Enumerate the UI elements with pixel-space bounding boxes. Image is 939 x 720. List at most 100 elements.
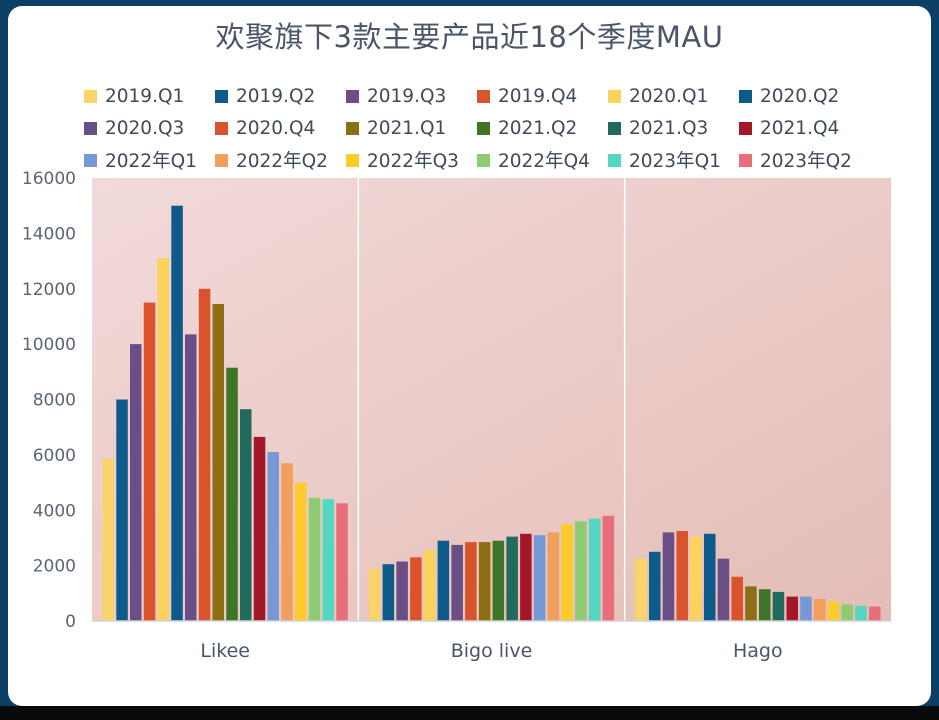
legend-label: 2019.Q2 <box>236 85 316 107</box>
legend-label: 2021.Q1 <box>367 117 447 139</box>
bar <box>506 536 518 621</box>
bar <box>520 533 532 621</box>
bar <box>800 596 812 621</box>
bar <box>437 540 450 621</box>
legend-item: 2022年Q2 <box>215 148 328 172</box>
legend-swatch <box>739 121 752 135</box>
y-tick-label: 16000 <box>22 169 76 189</box>
bar <box>855 605 867 621</box>
bar <box>690 536 702 621</box>
bar <box>465 542 477 621</box>
legend-label: 2021.Q2 <box>498 117 578 139</box>
bar <box>267 452 279 621</box>
bar <box>336 503 348 621</box>
bar <box>676 531 688 621</box>
legend-item: 2019.Q3 <box>346 84 446 108</box>
legend-item: 2022年Q4 <box>477 148 590 172</box>
legend-item: 2020.Q1 <box>608 84 708 108</box>
legend-label: 2020.Q1 <box>629 85 709 107</box>
y-tick-label: 0 <box>65 612 76 632</box>
legend-swatch <box>346 121 359 135</box>
bar <box>212 304 224 621</box>
bar <box>308 497 321 621</box>
bar <box>157 258 169 621</box>
legend-item: 2019.Q4 <box>477 84 577 108</box>
bar <box>533 535 546 621</box>
bar <box>662 532 675 621</box>
legend-swatch <box>739 89 752 103</box>
bar <box>281 463 293 621</box>
bar <box>841 604 853 621</box>
bar <box>130 344 142 621</box>
y-tick-label: 4000 <box>33 501 76 521</box>
legend-item: 2019.Q2 <box>215 84 315 108</box>
bar <box>745 586 757 621</box>
bottom-bar <box>0 706 939 720</box>
legend-swatch <box>477 89 490 103</box>
legend-swatch <box>215 153 228 167</box>
legend-label: 2020.Q2 <box>760 85 840 107</box>
x-category-label: Hago <box>733 640 783 662</box>
chart-title: 欢聚旗下3款主要产品近18个季度MAU <box>215 20 724 54</box>
bar <box>171 205 183 621</box>
bar <box>410 557 422 621</box>
legend-label: 2022年Q4 <box>498 151 590 172</box>
legend-item: 2023年Q2 <box>739 148 852 172</box>
bar <box>451 544 463 621</box>
legend-label: 2023年Q2 <box>760 151 852 172</box>
legend-swatch <box>84 153 97 167</box>
legend-item: 2022年Q1 <box>84 148 197 172</box>
bar <box>198 288 211 622</box>
legend-swatch <box>346 89 359 103</box>
legend-item: 2022年Q3 <box>346 148 459 172</box>
bar <box>869 606 881 621</box>
bar <box>226 367 238 621</box>
bar <box>704 533 716 621</box>
bar <box>143 302 156 621</box>
bar <box>649 551 661 621</box>
y-tick-label: 12000 <box>22 280 76 300</box>
legend-label: 2019.Q3 <box>367 85 447 107</box>
bar <box>772 591 785 621</box>
bar <box>295 482 307 621</box>
legend-item: 2020.Q4 <box>215 116 315 140</box>
bar <box>575 521 587 621</box>
y-tick-label: 14000 <box>22 224 76 244</box>
bar <box>561 524 573 621</box>
legend-label: 2020.Q4 <box>236 117 316 139</box>
y-tick-label: 6000 <box>33 446 76 466</box>
legend-swatch <box>215 89 228 103</box>
legend-label: 2022年Q3 <box>367 151 459 172</box>
legend-swatch <box>608 153 621 167</box>
bar <box>602 515 615 621</box>
bar <box>102 459 114 621</box>
bar <box>814 598 826 621</box>
legend-swatch <box>215 121 228 135</box>
bar <box>322 499 334 621</box>
legend-swatch <box>608 121 621 135</box>
legend-label: 2022年Q2 <box>236 151 328 172</box>
bar <box>240 409 252 621</box>
bar <box>547 532 560 621</box>
legend-label: 2020.Q3 <box>105 117 185 139</box>
y-tick-label: 8000 <box>33 391 76 411</box>
legend-item: 2023年Q1 <box>608 148 721 172</box>
legend-item: 2020.Q2 <box>739 84 839 108</box>
bar <box>368 568 381 621</box>
bar <box>717 558 730 621</box>
legend-item: 2021.Q2 <box>477 116 577 140</box>
bar <box>396 561 408 621</box>
legend-label: 2023年Q1 <box>629 151 721 172</box>
legend-swatch <box>477 121 490 135</box>
legend-swatch <box>477 153 490 167</box>
legend-item: 2021.Q3 <box>608 116 708 140</box>
legend-swatch <box>84 89 97 103</box>
legend-swatch <box>739 153 752 167</box>
bar <box>731 576 743 621</box>
bar <box>116 399 128 621</box>
bar <box>827 601 840 621</box>
plot-area <box>92 178 891 621</box>
bar <box>382 564 395 621</box>
legend-label: 2019.Q1 <box>105 85 185 107</box>
